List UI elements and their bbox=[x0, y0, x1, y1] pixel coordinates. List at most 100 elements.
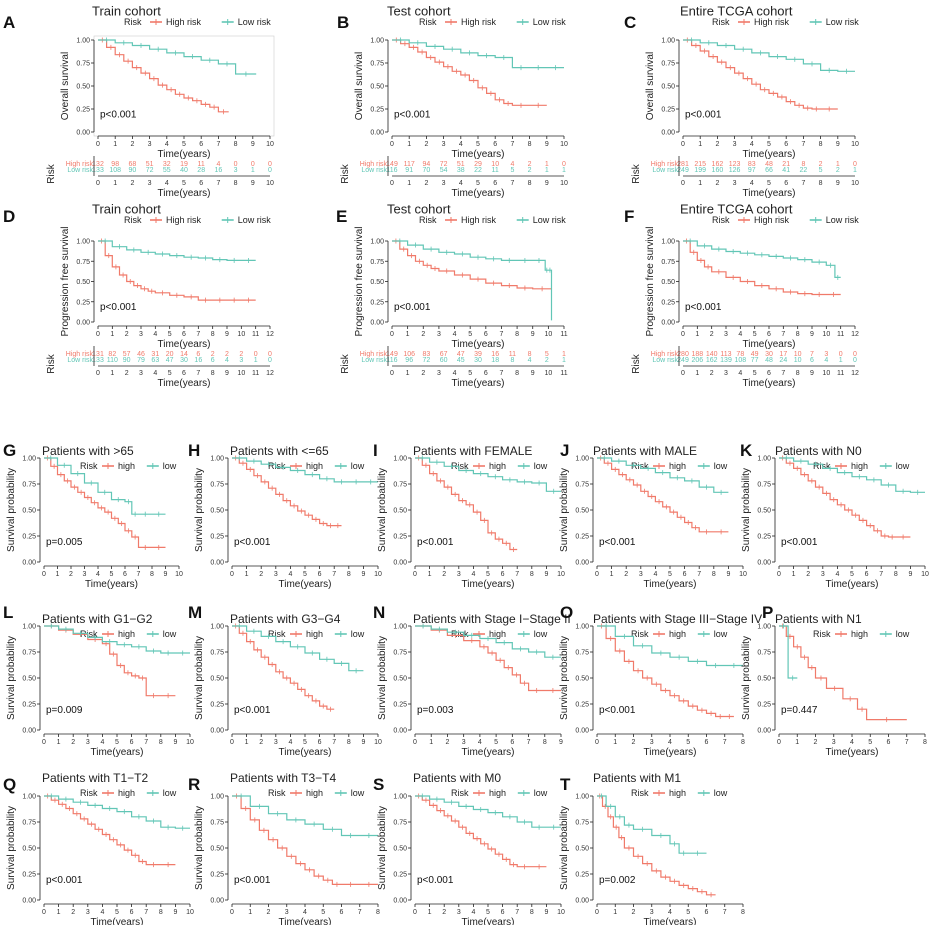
risk-count: 3 bbox=[239, 357, 243, 364]
x-tick-label: 7 bbox=[144, 739, 148, 746]
legend-title: Risk bbox=[813, 629, 831, 639]
x-tick-label: 9 bbox=[361, 571, 365, 578]
x-tick-label: 3 bbox=[86, 739, 90, 746]
risk-count: 90 bbox=[123, 357, 131, 364]
x-tick-label: 0 bbox=[96, 141, 100, 148]
x-tick-label: 3 bbox=[724, 331, 728, 338]
risk-count: 0 bbox=[853, 161, 857, 168]
legend-label-low: low bbox=[896, 461, 910, 471]
y-tick-label: 0.50 bbox=[661, 279, 675, 286]
y-tick-label: 0.50 bbox=[76, 279, 90, 286]
x-tick-label: 0 bbox=[42, 909, 46, 916]
y-tick-label: 0.75 bbox=[22, 482, 36, 489]
risk-count: 199 bbox=[694, 167, 706, 174]
x-tick-label: 1 bbox=[795, 739, 799, 746]
y-axis-title: Progression free survival bbox=[645, 226, 656, 336]
p-value: p<0.001 bbox=[100, 302, 137, 313]
risk-table-label: Risk bbox=[340, 353, 351, 373]
chart-title: Patients with Stage III−Stage IV bbox=[593, 612, 762, 626]
risk-count: 91 bbox=[405, 167, 413, 174]
x-tick-label: 0 bbox=[681, 331, 685, 338]
risk-x-tick-label: 10 bbox=[851, 180, 859, 187]
panel-label: K bbox=[740, 441, 753, 460]
legend-title: Risk bbox=[451, 629, 469, 639]
risk-count: 1 bbox=[545, 161, 549, 168]
risk-count: 14 bbox=[180, 351, 188, 358]
risk-count: 0 bbox=[268, 167, 272, 174]
y-tick-label: 0.00 bbox=[661, 320, 675, 327]
x-tick-label: 8 bbox=[211, 331, 215, 338]
risk-x-tick-label: 3 bbox=[442, 180, 446, 187]
p-value: p<0.001 bbox=[234, 875, 271, 886]
risk-x-tick-label: 12 bbox=[851, 370, 859, 377]
y-axis-title: Survival probability bbox=[194, 468, 205, 552]
p-value: p<0.001 bbox=[685, 110, 722, 121]
risk-count: 55 bbox=[163, 167, 171, 174]
x-tick-label: 1 bbox=[245, 571, 249, 578]
chart-title: Entire TCGA cohort bbox=[680, 201, 793, 216]
y-tick-label: 0.50 bbox=[210, 508, 224, 515]
y-tick-label: 1.00 bbox=[393, 624, 407, 631]
km-curve-low bbox=[597, 795, 707, 854]
risk-x-tick-label: 8 bbox=[796, 370, 800, 377]
x-tick-label: 2 bbox=[814, 739, 818, 746]
legend-title: Risk bbox=[419, 215, 437, 225]
p-value: p<0.001 bbox=[599, 537, 636, 548]
y-tick-label: 1.00 bbox=[22, 794, 36, 801]
risk-x-tick-label: 4 bbox=[153, 370, 157, 377]
y-axis-title: Survival probability bbox=[6, 468, 17, 552]
x-tick-label: 11 bbox=[252, 331, 259, 338]
chart-title: Train cohort bbox=[92, 3, 161, 18]
x-tick-label: 0 bbox=[42, 571, 46, 578]
y-axis-title: Survival probability bbox=[741, 636, 752, 720]
km-curve-high bbox=[597, 625, 734, 718]
y-tick-label: 0.25 bbox=[370, 299, 384, 306]
y-tick-label: 0.75 bbox=[575, 650, 589, 657]
risk-count: 60 bbox=[440, 357, 448, 364]
y-axis-title: Survival probability bbox=[194, 636, 205, 720]
risk-x-tick-label: 9 bbox=[836, 180, 840, 187]
risk-count: 41 bbox=[782, 167, 790, 174]
chart-title: Patients with G1−G2 bbox=[42, 612, 153, 626]
risk-x-tick-label: 10 bbox=[266, 180, 274, 187]
x-tick-label: 6 bbox=[130, 909, 134, 916]
x-tick-label: 2 bbox=[442, 571, 446, 578]
y-tick-label: 0.00 bbox=[22, 560, 36, 567]
x-tick-label: 6 bbox=[510, 739, 514, 746]
y-tick-label: 0.00 bbox=[210, 898, 224, 905]
risk-x-tick-label: 2 bbox=[421, 370, 425, 377]
x-tick-label: 4 bbox=[288, 571, 292, 578]
p-value: p<0.001 bbox=[46, 875, 83, 886]
y-tick-label: 0.00 bbox=[22, 898, 36, 905]
x-tick-label: 1 bbox=[406, 331, 410, 338]
legend-label-low: low bbox=[163, 788, 177, 798]
risk-count: 22 bbox=[474, 167, 482, 174]
panel-label: Q bbox=[3, 775, 16, 794]
risk-count: 57 bbox=[123, 351, 131, 358]
y-tick-label: 0.25 bbox=[393, 534, 407, 541]
legend-title: Risk bbox=[451, 461, 469, 471]
x-tick-label: 6 bbox=[484, 331, 488, 338]
legend-title: Risk bbox=[124, 215, 142, 225]
risk-row-label-low: Low risk bbox=[67, 357, 93, 364]
y-tick-label: 0.25 bbox=[575, 702, 589, 709]
km-curve-high bbox=[415, 625, 561, 692]
risk-count: 6 bbox=[810, 357, 814, 364]
risk-count: 78 bbox=[736, 351, 744, 358]
risk-count: 0 bbox=[254, 351, 258, 358]
risk-x-tick-label: 8 bbox=[211, 370, 215, 377]
x-tick-label: 3 bbox=[832, 739, 836, 746]
x-tick-label: 8 bbox=[347, 739, 351, 746]
x-tick-label: 8 bbox=[515, 331, 519, 338]
panel-label: P bbox=[762, 603, 773, 622]
y-tick-label: 0.00 bbox=[575, 728, 589, 735]
risk-count: 83 bbox=[423, 351, 431, 358]
km-curve-low bbox=[415, 795, 561, 828]
x-tick-label: 0 bbox=[681, 141, 685, 148]
y-tick-label: 0.75 bbox=[661, 61, 675, 68]
x-tick-label: 5 bbox=[321, 909, 325, 916]
risk-count: 79 bbox=[137, 357, 145, 364]
risk-count: 31 bbox=[151, 351, 159, 358]
x-tick-label: 10 bbox=[557, 909, 565, 916]
